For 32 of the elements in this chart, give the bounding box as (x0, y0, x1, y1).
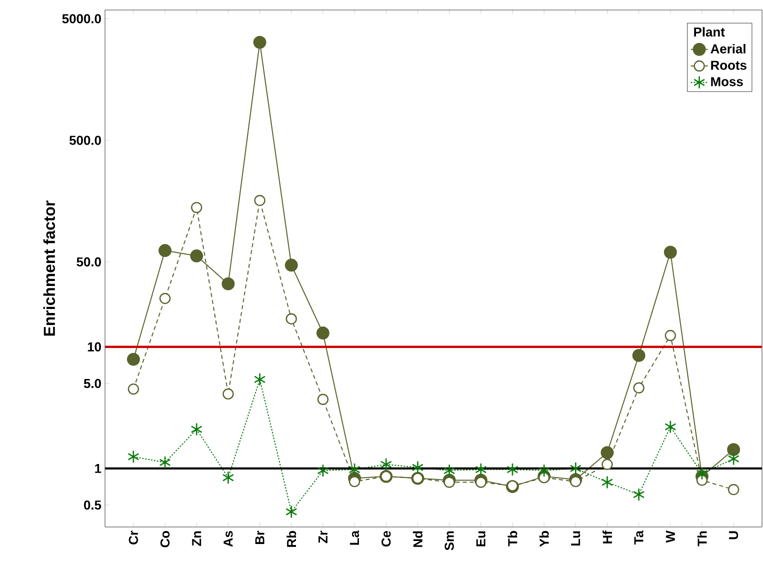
x-tick-label: Co (160, 531, 170, 548)
x-tick-label: As (224, 531, 233, 547)
x-tick-label: Sm (444, 531, 454, 550)
x-tick-label: Zn (192, 531, 202, 546)
x-tick-label: Ta (634, 530, 644, 545)
legend-label: Moss (711, 77, 743, 86)
x-tick-label: U (729, 531, 738, 540)
y-tick-label: 10 (88, 342, 101, 352)
x-tick-label: La (350, 530, 360, 545)
x-tick-label: Hf (602, 530, 612, 544)
x-tick-label: W (666, 530, 675, 543)
x-tick-label: Br (255, 530, 264, 544)
y-tick-label: 5000.0 (62, 14, 101, 24)
y-axis-title: Enrichment factor (43, 200, 56, 336)
y-tick-label: 0.5 (84, 500, 102, 510)
x-tick-label: Tb (508, 531, 518, 546)
x-tick-label: Rb (286, 531, 296, 547)
y-tick-label: 5.0 (84, 378, 101, 388)
x-tick-label: Lu (571, 531, 580, 546)
legend-label: Aerial (710, 44, 746, 54)
x-tick-label: Nd (412, 531, 422, 547)
x-tick-label: Th (697, 531, 707, 546)
y-tick-label: 50.0 (76, 257, 101, 266)
x-tick-label: Ce (382, 530, 391, 547)
y-tick-label: 500.0 (69, 136, 101, 145)
legend-label: Roots (711, 60, 746, 70)
x-tick-label: Zr (318, 530, 328, 544)
legend-title: Plant (694, 27, 725, 37)
y-tick-label: 1 (95, 464, 102, 473)
x-tick-label: Cr (128, 530, 138, 544)
x-tick-label: Yb (539, 531, 549, 547)
x-tick-label: Eu (476, 531, 486, 546)
